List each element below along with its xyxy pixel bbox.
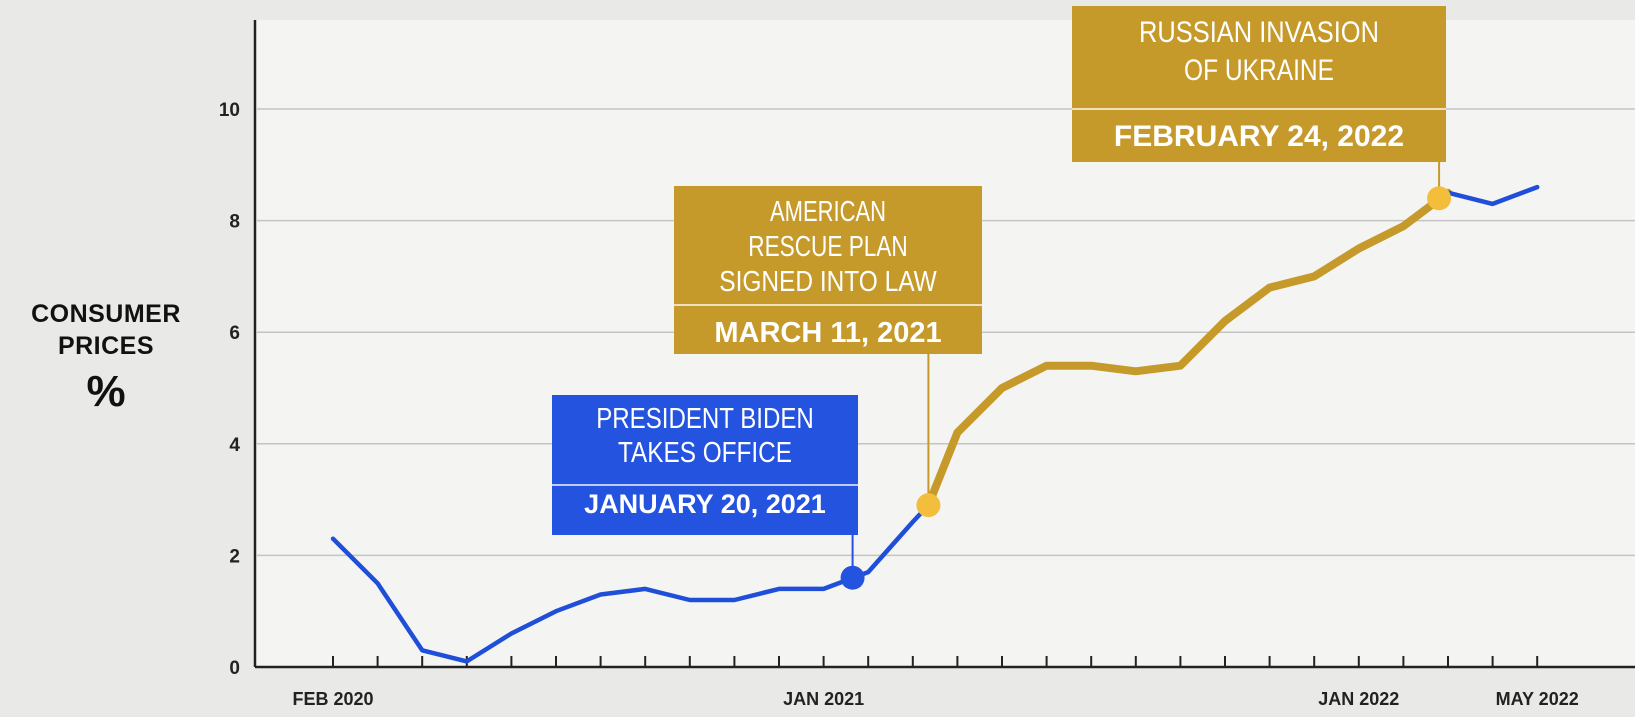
series-line-tail <box>1445 184 1540 207</box>
y-tick-label: 4 <box>229 435 240 456</box>
x-tick-label: JAN 2021 <box>783 689 864 709</box>
y-tick-label: 8 <box>229 212 240 233</box>
annotation-marker <box>916 493 941 518</box>
y-tick-label: 10 <box>219 100 240 121</box>
annotation-title-line: RESCUE PLAN <box>748 231 908 263</box>
data-point <box>1401 224 1405 228</box>
data-point <box>911 520 915 524</box>
annotation-title-line: OF UKRAINE <box>1184 54 1334 87</box>
annotation-date: FEBRUARY 24, 2022 <box>1114 120 1404 153</box>
y-tick-label: 0 <box>229 658 240 679</box>
data-point <box>1089 364 1093 368</box>
data-point <box>509 632 513 636</box>
annotation-marker <box>1427 186 1452 211</box>
data-point <box>599 592 603 596</box>
data-point <box>866 570 870 574</box>
series-line-after <box>924 188 1452 510</box>
annotation-date: JANUARY 20, 2021 <box>584 489 826 519</box>
data-point <box>1000 386 1004 390</box>
data-point <box>643 587 647 591</box>
data-point <box>1134 369 1138 373</box>
y-axis-label-line-1: CONSUMER <box>31 300 181 328</box>
data-point <box>955 431 959 435</box>
data-point <box>688 598 692 602</box>
x-tick-label: MAY 2022 <box>1496 689 1579 709</box>
annotation-box <box>552 395 858 535</box>
annotation-box <box>674 186 982 354</box>
data-point <box>1491 202 1495 206</box>
data-point <box>331 537 335 541</box>
data-point <box>1312 274 1316 278</box>
data-point <box>1223 319 1227 323</box>
data-point <box>1357 247 1361 251</box>
x-tick-label: FEB 2020 <box>292 689 373 709</box>
data-point <box>822 587 826 591</box>
data-point <box>554 609 558 613</box>
data-point <box>732 598 736 602</box>
y-axis-label: CONSUMER PRICES % <box>6 298 206 418</box>
data-point <box>1535 185 1539 189</box>
data-point <box>777 587 781 591</box>
data-point <box>1268 286 1272 290</box>
y-tick-label: 6 <box>229 323 240 344</box>
data-point <box>465 659 469 663</box>
annotation-marker <box>840 565 865 590</box>
annotation-title-line: AMERICAN <box>770 196 886 228</box>
annotation-title-line: PRESIDENT BIDEN <box>596 403 814 435</box>
annotation-title-line: RUSSIAN INVASION <box>1139 16 1379 49</box>
annotation-box <box>1072 6 1446 162</box>
annotation-date: MARCH 11, 2021 <box>714 317 941 349</box>
x-tick-label: JAN 2022 <box>1318 689 1399 709</box>
y-tick-label: 2 <box>229 546 240 567</box>
annotation-title-line: TAKES OFFICE <box>618 437 792 469</box>
data-point <box>1178 364 1182 368</box>
data-point <box>420 648 424 652</box>
data-point <box>1045 364 1049 368</box>
y-axis-unit: % <box>86 367 126 416</box>
y-axis-label-line-2: PRICES <box>57 332 155 360</box>
data-point <box>376 581 380 585</box>
annotation-title-line: SIGNED INTO LAW <box>719 266 937 298</box>
